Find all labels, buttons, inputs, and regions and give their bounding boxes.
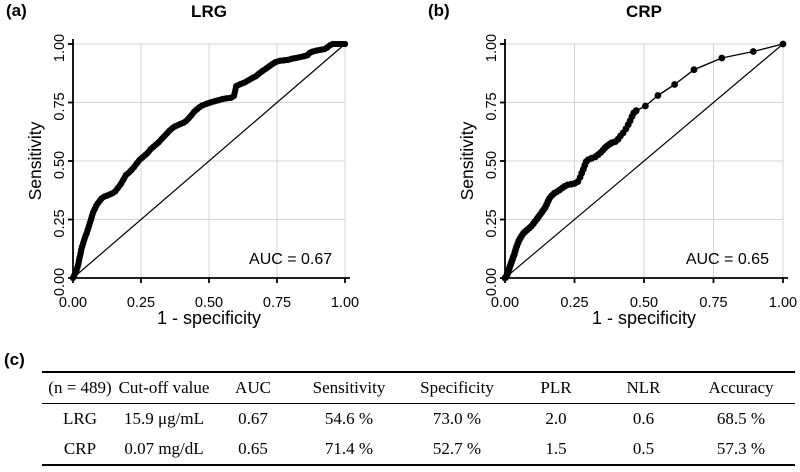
column-header-accuracy: Accuracy xyxy=(687,372,795,404)
x-tick-label: 0.50 xyxy=(630,295,658,311)
cell-nlr: 0.5 xyxy=(632,439,655,458)
axes xyxy=(68,39,350,283)
tick-labels: 0.00 0.25 0.50 0.75 1.00 0.00 0.25 0.50 0.75 1.00 xyxy=(52,34,359,311)
cell-auc: 0.65 xyxy=(238,439,268,458)
table-row-crp: CRP 0.07 mg/dL 0.65 71.4 % 52.7 % 1.5 0.… xyxy=(42,434,795,465)
x-tick-label: 1.00 xyxy=(769,295,797,311)
column-header-plr: PLR xyxy=(512,372,600,404)
x-tick-label: 0.00 xyxy=(59,295,87,311)
x-tick-label: 0.75 xyxy=(263,295,291,311)
cell-sensitivity: 71.4 % xyxy=(324,439,374,458)
x-tick-label: 0.25 xyxy=(560,295,588,311)
y-axis-title: Sensitivity xyxy=(457,121,477,200)
diagnostic-performance-table: (n = 489) Cut-off value AUC Sensitivity … xyxy=(42,371,795,466)
cell-specificity: 73.0 % xyxy=(432,409,482,428)
x-tick-label: 0.50 xyxy=(195,295,223,311)
x-axis-title: 1 - specificity xyxy=(592,308,696,328)
table-header-row: (n = 489) Cut-off value AUC Sensitivity … xyxy=(42,372,795,404)
y-tick-label: 0.25 xyxy=(52,209,68,237)
cell-marker-name: LRG xyxy=(63,409,97,428)
cell-accuracy: 57.3 % xyxy=(716,439,766,458)
y-tick-label: 0.75 xyxy=(484,92,500,120)
panel-label-b: (b) xyxy=(428,1,450,20)
column-header-nlr: NLR xyxy=(600,372,687,404)
cell-plr: 2.0 xyxy=(545,409,567,428)
y-axis-title: Sensitivity xyxy=(25,121,45,200)
cell-accuracy: 68.5 % xyxy=(716,409,766,428)
roc-panels-row: (a) LRG 0.00 0.25 0.50 0.75 1.00 0.00 0.25 0.50… xyxy=(0,0,800,347)
x-axis-title: 1 - specificity xyxy=(157,308,261,328)
roc-chart-lrg: 0.00 0.25 0.50 0.75 1.00 0.00 0.25 0.50 0.75 1.00… xyxy=(25,34,359,328)
panel-label-c: (c) xyxy=(4,350,25,369)
y-tick-label: 0.50 xyxy=(52,151,68,179)
column-header-n: (n = 489) xyxy=(42,372,118,404)
cell-auc: 0.67 xyxy=(238,409,268,428)
chart-title-lrg: LRG xyxy=(191,2,227,21)
diagonal-reference-line xyxy=(504,43,784,279)
auc-annotation: AUC = 0.65 xyxy=(686,251,769,268)
panel-a-lrg-roc: (a) LRG 0.00 0.25 0.50 0.75 1.00 0.00 0.25 0.50… xyxy=(0,0,400,347)
column-header-cutoff: Cut-off value xyxy=(118,372,210,404)
x-tick-label: 0.25 xyxy=(127,295,155,311)
roc-chart-crp: 0.00 0.25 0.50 0.75 1.00 0.00 0.25 0.50 0.75 1.00… xyxy=(457,34,797,328)
chart-title-crp: CRP xyxy=(626,2,662,21)
panel-label-a: (a) xyxy=(6,1,27,20)
tick-labels: 0.00 0.25 0.50 0.75 1.00 0.00 0.25 0.50 0.75 1.00 xyxy=(484,34,797,311)
y-tick-label: 0.75 xyxy=(52,92,68,120)
y-tick-label: 0.00 xyxy=(484,268,500,296)
y-tick-label: 1.00 xyxy=(52,34,68,62)
roc-curve-markers xyxy=(501,40,787,282)
y-tick-label: 0.25 xyxy=(484,209,500,237)
roc-curve-markers xyxy=(69,40,349,282)
y-tick-label: 1.00 xyxy=(484,34,500,62)
cell-marker-name: CRP xyxy=(63,439,97,458)
cell-cutoff-value: 0.07 mg/dL xyxy=(124,439,204,458)
auc-annotation: AUC = 0.67 xyxy=(249,251,332,268)
panel-b-crp-roc: (b) CRP 0.00 0.25 0.50 0.75 1.00 0.00 0.25 0.50… xyxy=(400,0,800,347)
column-header-specificity: Specificity xyxy=(402,372,512,404)
y-tick-label: 0.50 xyxy=(484,151,500,179)
panel-c-table-section: (c) (n = 489) Cut-off value AUC Sensitiv… xyxy=(0,347,800,472)
cell-cutoff-value: 15.9 μg/mL xyxy=(124,409,204,428)
table-row-lrg: LRG 15.9 μg/mL 0.67 54.6 % 73.0 % 2.0 0.… xyxy=(42,404,795,435)
axes xyxy=(500,39,788,283)
y-tick-label: 0.00 xyxy=(52,268,68,296)
cell-sensitivity: 54.6 % xyxy=(324,409,374,428)
column-header-auc: AUC xyxy=(210,372,296,404)
x-tick-label: 1.00 xyxy=(331,295,359,311)
diagonal-reference-line xyxy=(72,43,346,279)
x-tick-label: 0.00 xyxy=(491,295,519,311)
column-header-sensitivity: Sensitivity xyxy=(296,372,402,404)
cell-specificity: 52.7 % xyxy=(432,439,482,458)
cell-plr: 1.5 xyxy=(545,439,567,458)
x-tick-label: 0.75 xyxy=(699,295,727,311)
cell-nlr: 0.6 xyxy=(632,409,655,428)
